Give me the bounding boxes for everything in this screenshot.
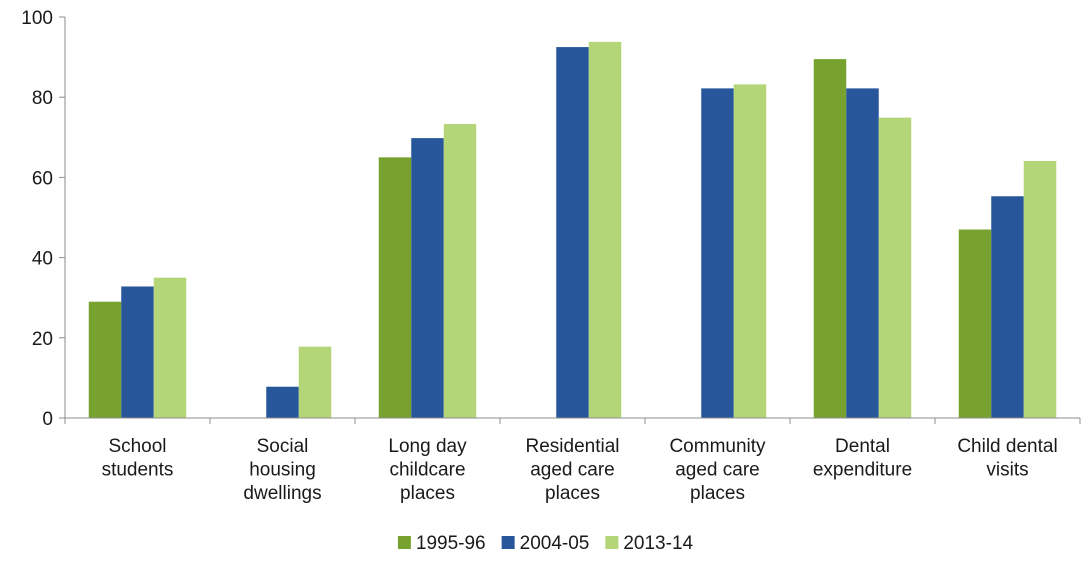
bar bbox=[88, 301, 122, 418]
y-tick-label: 100 bbox=[21, 8, 53, 29]
y-tick-label: 0 bbox=[42, 409, 53, 430]
bar bbox=[878, 117, 912, 418]
bar bbox=[121, 286, 154, 418]
bar bbox=[991, 196, 1024, 418]
bar bbox=[298, 346, 332, 418]
bar bbox=[1023, 160, 1057, 419]
bar bbox=[153, 277, 187, 418]
bar bbox=[266, 386, 299, 418]
bar bbox=[443, 124, 477, 418]
x-category-label: Social housing dwellings bbox=[243, 436, 321, 504]
x-category-label: School students bbox=[102, 436, 174, 481]
bar bbox=[588, 41, 622, 418]
legend-swatch bbox=[397, 536, 411, 549]
legend-label: 2004-05 bbox=[520, 533, 590, 554]
x-category-label: Child dental visits bbox=[957, 436, 1057, 481]
y-tick-label: 40 bbox=[32, 249, 53, 270]
legend-label: 2013-14 bbox=[623, 533, 693, 554]
legend: 1995-96 2004-05 2013-14 bbox=[397, 533, 694, 554]
legend-swatch bbox=[605, 536, 619, 549]
bar bbox=[813, 59, 847, 418]
y-tick-label: 20 bbox=[32, 329, 53, 350]
x-category-label: Community aged care places bbox=[669, 436, 766, 504]
bar bbox=[411, 138, 444, 419]
bars bbox=[88, 41, 1057, 419]
x-category-label: Long day childcare places bbox=[388, 436, 467, 504]
bar bbox=[733, 84, 767, 419]
y-tick-label: 80 bbox=[32, 88, 53, 109]
y-tick-label: 60 bbox=[32, 168, 53, 189]
bar bbox=[556, 47, 589, 418]
bar bbox=[846, 88, 879, 419]
x-category-label: Residential aged care places bbox=[526, 436, 620, 504]
x-category-label: Dental expenditure bbox=[813, 436, 912, 481]
legend-swatch bbox=[501, 536, 515, 549]
legend-label: 1995-96 bbox=[416, 533, 486, 554]
y-axis: 0 20 40 60 80 100 bbox=[21, 8, 66, 430]
bar bbox=[701, 88, 734, 419]
x-axis: School students Social housing dwellings Long… bbox=[64, 417, 1081, 504]
bar bbox=[958, 229, 992, 418]
bar bbox=[378, 157, 412, 418]
